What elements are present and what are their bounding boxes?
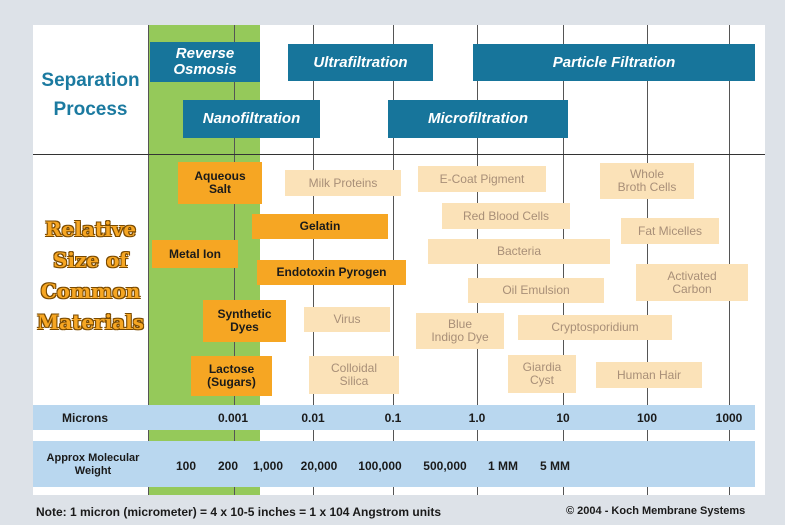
material-label: Indigo Dye [431,330,489,344]
micron-tick: 1.0 [468,411,486,425]
material-label: Blue [447,317,473,331]
title-line: Relative [44,217,137,241]
material-label: Activated [667,268,717,283]
molecular-weight-tick: 100 [175,459,197,473]
title-line: Process [53,99,128,120]
material-aqueous-salt: Aqueous Salt [178,162,262,204]
process-ultrafiltration: Ultrafiltration [288,44,433,81]
material-metal-ion: Metal Ion [152,240,238,268]
grid-line [148,25,149,495]
material-label: Broth Cells [617,180,677,194]
material-giardia-cyst: Giardia Cyst [508,355,576,393]
molecular-weight-tick: 1 MM [488,459,518,473]
material-blue-indigo-dye: Blue Indigo Dye [416,313,504,349]
material-label: Salt [208,182,231,196]
material-synthetic-dyes: Synthetic Dyes [203,300,286,342]
material-label: Silica [339,374,369,388]
title-line: Separation [41,70,140,91]
molecular-weight-tick: 20,000 [300,459,338,473]
material-fat-micelles: Fat Micelles [621,218,719,244]
micron-tick: 0.1 [384,411,402,425]
material-activated-carbon: Activated Carbon [636,264,748,301]
label-line: Approx Molecular [46,452,140,464]
process-nanofiltration: Nanofiltration [183,100,320,138]
material-colloidal-silica: Colloidal Silica [309,356,399,394]
material-gelatin: Gelatin [252,214,388,239]
material-label: Dyes [230,320,259,334]
micron-tick: 10 [556,411,570,425]
molecular-weight-label: Approx Molecular Weight [38,452,148,478]
title-line: Size of [52,248,129,272]
material-label: (Sugars) [207,375,256,389]
material-label: Synthetic [217,307,272,321]
molecular-weight-tick: 500,000 [423,459,467,473]
molecular-weight-tick: 5 MM [540,459,570,473]
unit-conversion-note: Note: 1 micron (micrometer) = 4 x 10-5 i… [36,505,442,519]
molecular-weight-tick: 100,000 [358,459,402,473]
molecular-weight-tick: 200 [217,459,239,473]
molecular-weight-tick: 1,000 [252,459,284,473]
grid-line [729,25,730,495]
material-virus: Virus [304,307,390,332]
material-label: Lactose [208,362,255,376]
material-lactose: Lactose (Sugars) [191,356,272,396]
micron-tick: 100 [636,411,658,425]
material-label: Aqueous [194,169,246,183]
material-label: Giardia [522,360,562,374]
material-cryptosporidium: Cryptosporidium [518,315,672,340]
relative-size-title: Relative Size of Common Materials [33,214,148,338]
material-red-blood-cells: Red Blood Cells [442,203,570,229]
material-human-hair: Human Hair [596,362,702,388]
molecular-weight-band [33,441,755,487]
micron-tick: 0.001 [217,411,249,425]
section-divider [33,154,765,155]
material-milk-proteins: Milk Proteins [285,170,401,196]
separation-process-title: Separation Process [33,66,148,124]
grid-line [647,25,648,495]
material-endotoxin-pyrogen: Endotoxin Pyrogen [257,260,406,285]
process-reverse-osmosis: Reverse Osmosis [150,42,260,82]
material-e-coat-pigment: E-Coat Pigment [418,166,546,192]
copyright-notice: © 2004 - Koch Membrane Systems [566,505,746,517]
microns-label: Microns [62,411,109,425]
material-label: Colloidal [330,361,378,375]
microns-band [33,405,755,430]
process-particle-filtration: Particle Filtration [473,44,755,81]
micron-tick: 0.01 [301,411,325,425]
process-label: Reverse [175,45,235,62]
title-line: Materials [36,310,144,334]
material-label: Whole [629,167,664,181]
process-label: Osmosis [173,61,237,78]
process-microfiltration: Microfiltration [388,100,568,138]
micron-tick: 1000 [715,411,743,425]
material-whole-broth-cells: Whole Broth Cells [600,163,694,199]
label-line: Weight [74,465,112,477]
material-label: Carbon [672,281,712,296]
material-oil-emulsion: Oil Emulsion [468,278,604,303]
title-line: Common [40,279,141,303]
material-label: Cyst [530,373,554,387]
material-bacteria: Bacteria [428,239,610,264]
